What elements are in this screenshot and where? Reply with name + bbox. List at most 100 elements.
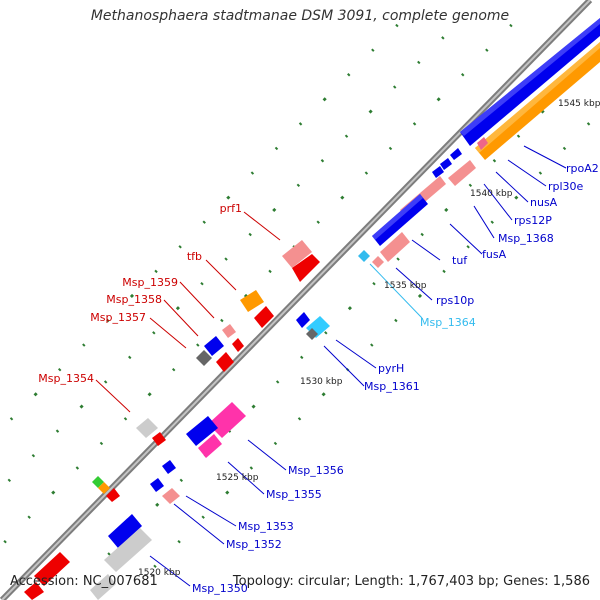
tick-dot — [178, 245, 182, 249]
label-rps10p: rps10p — [436, 294, 474, 307]
tick-dot — [99, 441, 104, 446]
label-rps12P: rps12P — [514, 214, 552, 227]
label-msp1358: Msp_1358 — [106, 293, 162, 306]
label-msp1356: Msp_1356 — [288, 464, 344, 477]
label-msp1359: Msp_1359 — [122, 276, 178, 289]
gene-msp1359[interactable] — [222, 324, 244, 352]
tick-dot — [396, 257, 400, 261]
label-nusA: nusA — [530, 196, 558, 209]
tick-dot — [250, 171, 255, 175]
gene-orange-block[interactable] — [475, 42, 600, 160]
tick-label-1525: 1525 kbp — [216, 473, 259, 483]
tick-labels: 1520 kbp 1525 kbp 1530 kbp 1535 kbp 1540… — [138, 99, 600, 578]
tick-label-1545: 1545 kbp — [558, 99, 600, 109]
tick-dot — [490, 220, 494, 224]
gene-msp1356[interactable] — [186, 402, 246, 458]
map-title: Methanosphaera stadtmanae DSM 3091, comp… — [90, 8, 510, 24]
gene-msp1355[interactable] — [162, 460, 176, 474]
tick-dot — [322, 97, 327, 102]
gene-blue-top[interactable] — [460, 18, 600, 146]
tick-dot — [152, 331, 156, 335]
tick-dot — [344, 134, 349, 138]
tick-label-1540: 1540 kbp — [470, 189, 513, 199]
label-fusA: fusA — [482, 248, 507, 261]
tick-dot — [412, 122, 417, 126]
gene-msp1352[interactable] — [150, 478, 164, 492]
tick-dot — [340, 195, 345, 200]
label-prf1: prf1 — [220, 202, 242, 215]
tick-dot — [75, 466, 80, 470]
tick-dot — [300, 355, 304, 360]
gene-small-green[interactable] — [92, 476, 120, 502]
gene-rpoA2[interactable] — [477, 137, 488, 150]
tick-dot — [251, 404, 256, 409]
tick-dot — [273, 441, 278, 446]
tick-dot — [249, 466, 254, 470]
gene-fusA-blue[interactable] — [372, 194, 428, 246]
tick-dot — [220, 318, 224, 323]
forward-genes — [24, 240, 320, 600]
tick-dot — [316, 220, 320, 224]
tick-dot — [394, 318, 398, 323]
gene-msp1361[interactable] — [306, 316, 330, 340]
gene-bottom-left[interactable] — [24, 552, 70, 600]
tick-dot — [57, 367, 62, 372]
gene-rps12P-block[interactable] — [448, 160, 476, 186]
label-msp1368: Msp_1368 — [498, 232, 554, 245]
gene-msp1358[interactable] — [204, 336, 224, 356]
label-msp1354: Msp_1354 — [38, 372, 94, 385]
tick-dot — [123, 417, 128, 421]
tick-dot — [395, 23, 399, 28]
tick-dot — [106, 318, 110, 323]
tick-dot — [538, 171, 543, 175]
tick-dot — [248, 232, 252, 237]
label-msp1352: Msp_1352 — [226, 538, 282, 551]
tick-dot — [171, 367, 176, 372]
tick-dot — [420, 232, 424, 237]
tick-dot — [128, 355, 132, 360]
gene-msp1364[interactable] — [358, 250, 370, 262]
gene-tfb[interactable] — [240, 290, 274, 328]
gene-pyrH[interactable] — [296, 312, 310, 328]
tick-dot — [444, 207, 449, 212]
gene-msp1353[interactable] — [162, 488, 180, 504]
tick-dot — [417, 60, 421, 65]
gene-tuf[interactable] — [380, 232, 410, 262]
tick-dot — [562, 146, 567, 151]
tick-dot — [364, 171, 369, 175]
tick-dot — [436, 97, 441, 102]
gene-msp1357[interactable] — [196, 350, 234, 372]
gene-small-blue-1[interactable] — [432, 148, 462, 178]
label-msp1361: Msp_1361 — [364, 380, 420, 393]
gene-msp1350[interactable] — [90, 514, 152, 600]
tick-dot — [296, 183, 301, 188]
tick-dot — [79, 404, 84, 409]
tick-dot — [200, 281, 204, 286]
tick-dot — [27, 515, 31, 519]
tick-dot — [82, 343, 86, 347]
label-tuf: tuf — [452, 254, 468, 267]
tick-dot — [347, 306, 352, 311]
tick-dot — [461, 73, 465, 77]
tick-dot — [274, 146, 279, 151]
gene-prf1[interactable] — [282, 240, 320, 282]
tick-dot — [275, 380, 280, 384]
tick-dot — [103, 380, 108, 384]
gene-msp1354[interactable] — [136, 418, 166, 446]
tick-dot — [268, 269, 272, 274]
tick-dot — [201, 515, 205, 519]
tick-dot — [321, 392, 326, 397]
tick-dot — [466, 245, 470, 249]
tick-dot — [179, 478, 184, 482]
tick-dot — [441, 36, 445, 40]
tick-dot — [442, 269, 446, 274]
tick-dot — [154, 269, 158, 274]
tick-dot — [320, 159, 325, 163]
gene-rps10p[interactable] — [372, 256, 384, 268]
tick-dot — [225, 490, 230, 495]
tick-dot — [297, 417, 302, 421]
tick-dot — [417, 293, 423, 299]
tick-dot — [155, 502, 160, 507]
label-tfb: tfb — [187, 250, 202, 263]
